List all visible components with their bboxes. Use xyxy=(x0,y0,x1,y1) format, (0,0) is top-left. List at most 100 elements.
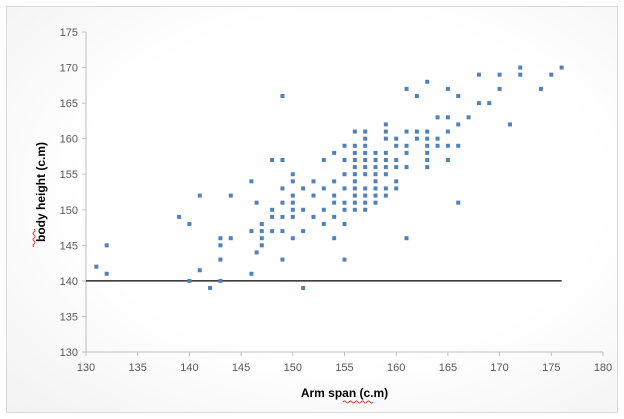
data-point xyxy=(332,193,337,198)
x-tick-label: 180 xyxy=(594,362,612,374)
x-tick-label: 170 xyxy=(490,362,508,374)
data-point xyxy=(342,172,347,177)
data-point xyxy=(228,193,233,198)
chart-area: 130 135 140 145 150 155 160 165 170 175 130 135 140… xyxy=(6,6,618,413)
data-point xyxy=(249,271,254,276)
data-point xyxy=(373,165,378,170)
data-point xyxy=(518,72,523,77)
y-tick-label: 145 xyxy=(60,240,78,252)
data-point xyxy=(363,165,368,170)
data-point xyxy=(425,136,430,141)
data-point xyxy=(290,193,295,198)
data-point xyxy=(414,94,419,98)
x-tick-label: 135 xyxy=(129,362,147,374)
data-point xyxy=(425,79,430,84)
data-point xyxy=(301,229,306,234)
x-tick-label: 145 xyxy=(232,362,250,374)
data-point xyxy=(466,115,471,120)
data-point xyxy=(342,222,347,226)
data-point xyxy=(280,214,285,219)
data-point xyxy=(497,86,502,91)
data-point xyxy=(280,158,285,162)
data-point xyxy=(383,193,388,198)
data-point xyxy=(476,101,481,106)
data-point xyxy=(301,286,306,290)
data-point xyxy=(383,165,388,170)
data-point xyxy=(363,193,368,198)
y-tick-label: 165 xyxy=(60,98,78,110)
data-point xyxy=(363,186,368,191)
data-point xyxy=(373,186,378,191)
data-point xyxy=(218,257,223,262)
data-point xyxy=(425,150,430,155)
data-point xyxy=(373,193,378,198)
data-point xyxy=(290,172,295,177)
data-point xyxy=(342,200,347,205)
data-point xyxy=(228,236,233,241)
data-point xyxy=(363,136,368,141)
y-tick-label: 170 xyxy=(60,63,78,75)
data-point xyxy=(352,200,357,205)
x-tick-label: 175 xyxy=(542,362,560,374)
data-point xyxy=(311,193,316,198)
y-axis: 130 135 140 145 150 155 160 165 170 175 xyxy=(60,27,86,359)
data-point xyxy=(104,243,109,248)
data-point xyxy=(425,158,430,162)
x-axis-title: Arm span (c.m) xyxy=(301,386,388,400)
x-tick-label: 160 xyxy=(387,362,405,374)
data-point xyxy=(394,136,399,141)
data-point xyxy=(414,136,419,141)
data-point xyxy=(321,207,326,212)
y-tick-label: 155 xyxy=(60,169,78,181)
data-point xyxy=(259,243,264,248)
spellcheck-underline-y xyxy=(32,228,36,248)
data-point xyxy=(270,229,275,234)
data-point xyxy=(218,243,223,248)
data-point xyxy=(352,193,357,198)
data-point xyxy=(290,179,295,184)
data-point xyxy=(332,200,337,205)
data-point xyxy=(425,129,430,134)
data-point xyxy=(352,129,357,134)
data-point xyxy=(259,229,264,234)
data-point xyxy=(373,150,378,155)
data-point xyxy=(373,158,378,162)
data-point xyxy=(404,236,409,241)
data-point xyxy=(197,268,202,273)
data-point xyxy=(290,236,295,241)
data-point xyxy=(445,86,450,91)
data-point xyxy=(254,250,259,255)
data-point xyxy=(342,207,347,212)
data-point xyxy=(352,158,357,162)
data-point xyxy=(301,186,306,191)
data-point xyxy=(104,271,109,276)
data-point xyxy=(445,115,450,120)
data-point xyxy=(363,172,368,177)
data-point xyxy=(456,122,461,127)
data-point xyxy=(280,186,285,191)
data-point xyxy=(435,143,440,148)
data-point xyxy=(383,172,388,177)
data-point xyxy=(352,143,357,148)
data-point xyxy=(352,165,357,170)
data-point xyxy=(404,150,409,155)
data-point xyxy=(280,257,285,262)
data-point xyxy=(559,65,564,70)
data-point xyxy=(383,150,388,155)
data-point xyxy=(311,179,316,184)
data-point xyxy=(373,172,378,177)
data-point xyxy=(456,200,461,205)
data-point xyxy=(456,94,461,98)
data-point xyxy=(363,207,368,212)
data-point xyxy=(363,150,368,155)
data-point xyxy=(249,229,254,234)
x-tick-label: 140 xyxy=(180,362,198,374)
data-point xyxy=(445,143,450,148)
data-point xyxy=(332,236,337,241)
y-tick-label: 150 xyxy=(60,205,78,217)
data-point xyxy=(404,165,409,170)
y-tick-label: 140 xyxy=(60,276,78,288)
data-point xyxy=(456,143,461,148)
data-point xyxy=(507,122,512,127)
y-tick-label: 135 xyxy=(60,311,78,323)
